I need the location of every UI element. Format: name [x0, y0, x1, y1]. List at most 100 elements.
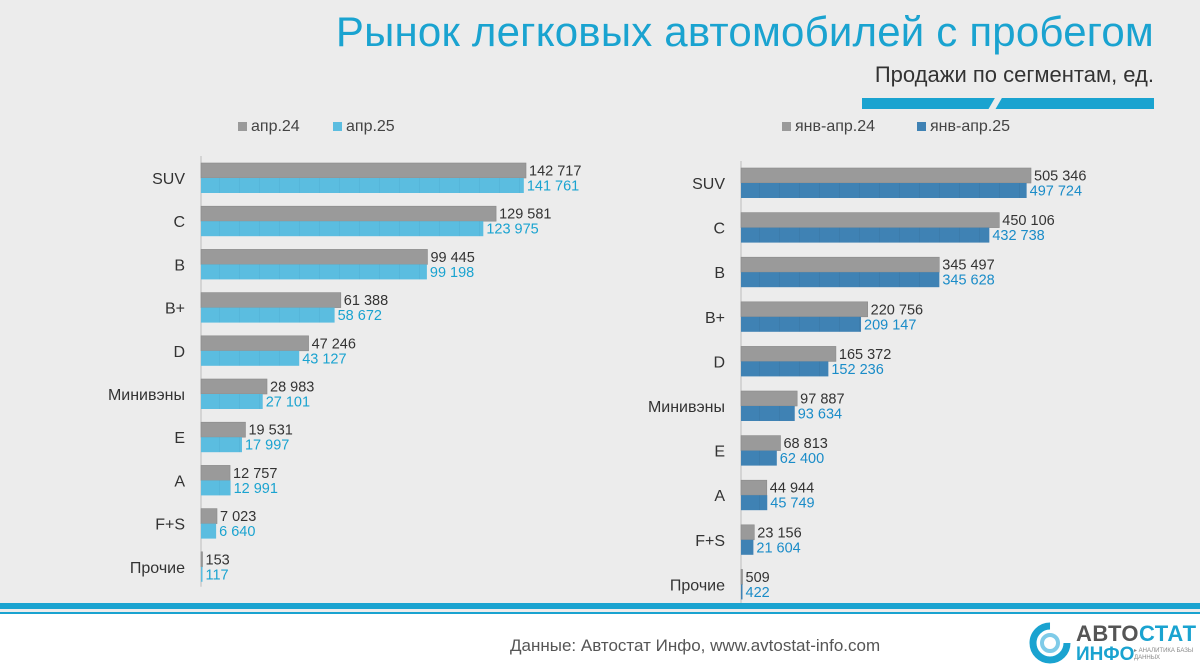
right-bar-curr: [741, 183, 1027, 198]
left-data-label-prev: 142 717: [529, 164, 581, 180]
right-bar-curr: [741, 316, 862, 332]
right-bar-curr: [741, 584, 743, 600]
title-underline: [862, 98, 1154, 109]
right-category-label: Прочие: [670, 577, 725, 594]
left-category-label: F+S: [155, 517, 185, 534]
right-data-label-curr: 422: [746, 585, 770, 601]
left-category-label: Прочие: [130, 560, 185, 577]
footer-rule-thin: [0, 612, 1200, 614]
left-bar-curr: [201, 264, 427, 280]
page-title: Рынок легковых автомобилей с пробегом: [335, 8, 1154, 55]
left-bar-curr: [201, 480, 231, 496]
right-data-label-curr: 497 724: [1030, 184, 1082, 200]
left-data-label-prev: 12 757: [233, 466, 277, 482]
left-data-label-prev: 7 023: [220, 509, 256, 525]
right-category-label: B: [714, 265, 725, 282]
right-bar-curr: [741, 495, 768, 511]
right-bar-curr: [741, 227, 990, 243]
left-bar-curr: [201, 221, 484, 237]
right-bar-prev: [740, 479, 768, 496]
left-category-label: SUV: [152, 171, 185, 188]
left-data-label-curr: 43 127: [302, 351, 346, 367]
page-subtitle: Продажи по сегментам, ед.: [874, 62, 1154, 87]
left-data-label-curr: 58 672: [338, 308, 382, 324]
source-note: Данные: Автостат Инфо, www.avtostat-info…: [510, 636, 881, 655]
right-legend-swatch-1: [917, 122, 926, 131]
left-category-label: E: [174, 430, 185, 447]
left-category-label: Минивэны: [108, 387, 185, 404]
left-data-label-curr: 99 198: [430, 265, 474, 281]
left-bar-curr: [201, 394, 263, 409]
left-category-label: A: [174, 473, 185, 490]
left-bar-prev: [200, 335, 309, 352]
right-bar-curr: [741, 450, 777, 466]
right-legend-swatch-0: [782, 122, 791, 131]
left-data-label-prev: 129 581: [499, 207, 551, 223]
right-data-label-prev: 505 346: [1034, 169, 1086, 185]
left-bar-prev: [200, 551, 203, 568]
right-bar-prev: [740, 390, 798, 407]
left-data-label-prev: 19 531: [248, 423, 292, 439]
right-data-label-prev: 68 813: [783, 436, 827, 452]
right-bar-prev: [740, 212, 1000, 228]
footer-rule-thick: [0, 603, 1200, 609]
left-data-label-prev: 61 388: [344, 293, 388, 309]
left-bar-prev: [200, 205, 497, 222]
left-data-label-curr: 27 101: [266, 395, 310, 411]
left-bar-prev: [200, 162, 527, 179]
left-legend-swatch-0: [238, 122, 247, 131]
left-category-label: C: [173, 214, 185, 231]
logo-word-info: ИНФО: [1076, 644, 1135, 665]
right-data-label-curr: 432 738: [992, 228, 1044, 244]
right-category-label: E: [714, 444, 725, 461]
right-bar-prev: [740, 524, 755, 541]
right-bar-curr: [741, 272, 940, 288]
right-data-label-prev: 509: [746, 570, 770, 586]
logo-tagline: ▸ АНАЛИТИКА БАЗЫ ДАННЫХ: [1134, 648, 1194, 661]
left-bar-curr: [201, 307, 335, 323]
left-data-label-curr: 6 640: [219, 524, 255, 540]
right-bar-curr: [741, 406, 795, 421]
avtostat-logo-icon: [1029, 622, 1071, 664]
left-bar-prev: [200, 508, 218, 524]
left-bar-curr: [201, 178, 524, 193]
left-data-label-prev: 47 246: [312, 336, 356, 352]
right-category-label: Минивэны: [648, 399, 725, 416]
left-legend-label-1: апр.25: [346, 118, 395, 135]
left-legend-label-0: апр.24: [251, 118, 300, 135]
right-data-label-prev: 44 944: [770, 481, 814, 497]
right-category-label: D: [713, 354, 725, 371]
left-category-label: B: [174, 257, 185, 274]
right-legend-label-1: янв-апр.25: [930, 118, 1010, 135]
left-bar-prev: [200, 249, 428, 265]
right-bar-prev: [740, 435, 781, 451]
right-bar-prev: [740, 167, 1032, 184]
right-data-label-prev: 345 497: [942, 258, 994, 274]
right-category-label: C: [713, 221, 725, 238]
left-bar-curr: [201, 350, 300, 366]
left-bar-curr: [201, 523, 217, 539]
right-bar-curr: [741, 361, 829, 377]
right-bar-prev: [740, 301, 868, 318]
left-category-label: D: [173, 344, 185, 361]
right-data-label-curr: 345 628: [942, 273, 994, 289]
right-bar-curr: [741, 539, 754, 555]
right-data-label-prev: 165 372: [839, 347, 891, 363]
right-data-label-curr: 93 634: [798, 407, 842, 423]
right-category-label: A: [714, 488, 725, 505]
right-data-label-curr: 62 400: [780, 451, 824, 467]
left-bar-prev: [200, 421, 246, 438]
right-legend-label-0: янв-апр.24: [795, 118, 875, 135]
right-category-label: F+S: [695, 533, 725, 550]
right-bar-prev: [740, 256, 940, 273]
right-category-label: B+: [705, 310, 725, 327]
left-category-label: B+: [165, 301, 185, 318]
footer-band: [0, 614, 1200, 672]
right-data-label-curr: 45 749: [770, 496, 814, 512]
left-data-label-curr: 117: [206, 567, 229, 583]
left-data-label-prev: 153: [206, 552, 230, 568]
left-legend-swatch-1: [333, 122, 342, 131]
logo-word-avtostat: АВТОСТАТ: [1076, 621, 1197, 646]
left-data-label-curr: 17 997: [245, 438, 289, 454]
